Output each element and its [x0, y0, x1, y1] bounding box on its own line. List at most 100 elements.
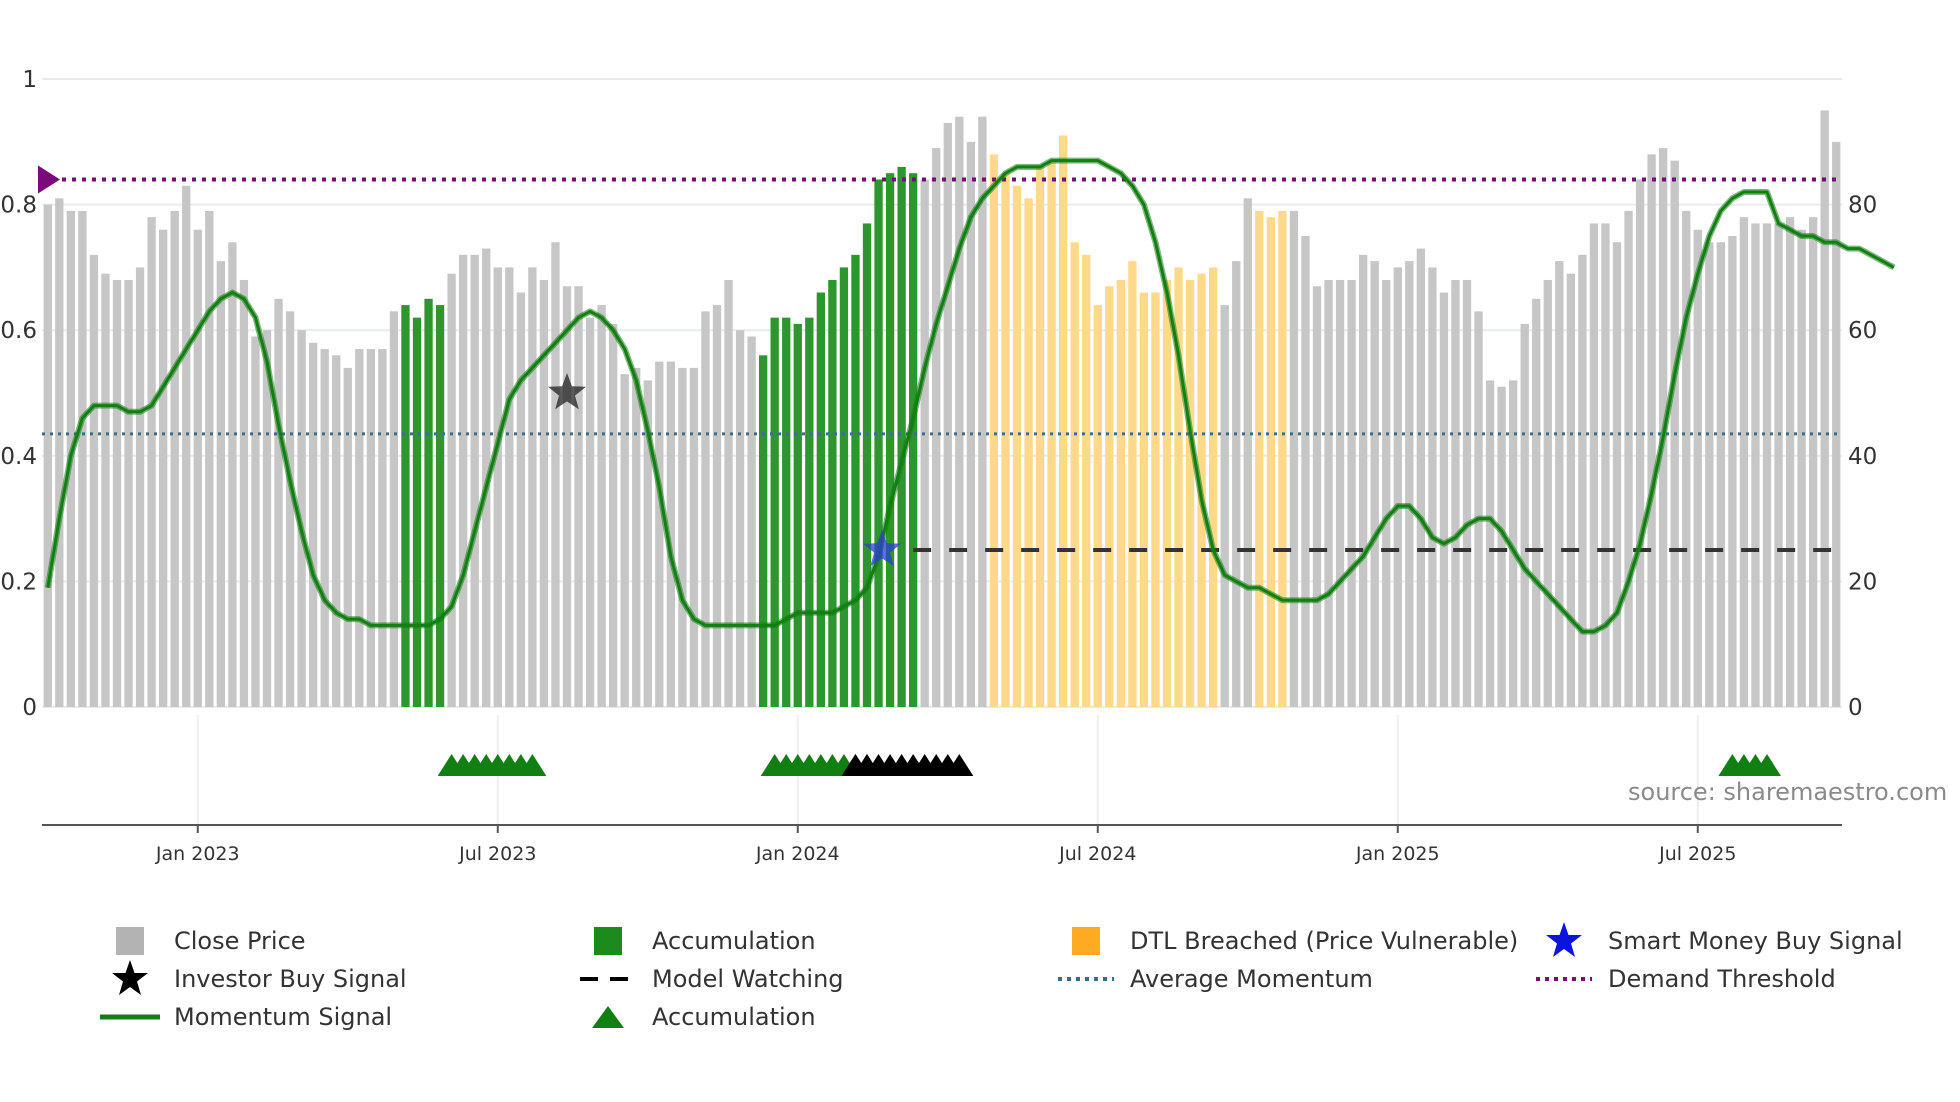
price-bar	[124, 279, 133, 707]
accumulation-markers	[437, 754, 1781, 776]
price-bar	[101, 273, 110, 707]
price-bar	[1474, 311, 1483, 707]
price-bar	[1462, 279, 1472, 707]
price-bar	[251, 336, 260, 707]
price-bar	[1278, 210, 1287, 707]
price-bar	[551, 242, 560, 707]
price-bar	[1762, 223, 1772, 707]
price-bar	[897, 166, 906, 708]
price-bar	[1070, 242, 1079, 707]
price-bar	[1359, 254, 1368, 707]
price-bar	[1566, 273, 1575, 707]
price-bar	[320, 349, 329, 707]
price-bar	[978, 116, 987, 708]
price-bar	[851, 254, 860, 707]
x-tick-label: Jan 2024	[755, 843, 840, 865]
price-bar	[1289, 210, 1299, 707]
price-bar	[1035, 166, 1045, 708]
price-bar	[1220, 305, 1229, 707]
price-bar	[89, 254, 99, 707]
left-tick-label: 0.8	[0, 193, 37, 219]
price-bar	[112, 279, 122, 707]
price-bar	[1555, 261, 1564, 707]
price-bar	[1001, 173, 1010, 707]
price-bar	[874, 179, 883, 708]
price-bar	[1405, 261, 1414, 707]
price-bar	[159, 229, 168, 707]
momentum-signal	[44, 157, 1896, 635]
price-bar	[632, 367, 641, 707]
price-bar	[1543, 279, 1552, 707]
price-bar	[459, 254, 468, 707]
price-bar	[909, 173, 918, 707]
price-bar	[505, 267, 514, 707]
price-bar	[678, 367, 687, 707]
price-bar	[516, 292, 525, 707]
price-bar	[689, 367, 699, 707]
price-bar	[609, 323, 618, 707]
price-bar	[759, 355, 768, 707]
price-bar	[1024, 198, 1033, 707]
price-bar	[1128, 261, 1137, 707]
price-bar	[712, 305, 722, 707]
left-tick-label: 0.6	[0, 318, 37, 344]
accumulation-triangle-black	[945, 754, 974, 776]
price-bar	[1716, 242, 1725, 707]
price-bar	[1485, 380, 1495, 707]
price-bar	[274, 298, 283, 707]
price-bar	[1255, 210, 1264, 707]
price-bar	[1682, 210, 1691, 707]
price-bar	[216, 261, 225, 707]
price-bar	[1509, 380, 1518, 707]
price-bar	[1393, 267, 1402, 707]
price-bar	[1601, 223, 1610, 707]
price-bar	[1105, 286, 1114, 707]
price-bar	[401, 305, 410, 707]
x-tick-label: Jan 2023	[155, 843, 240, 865]
price-bar	[1382, 279, 1391, 707]
price-bar	[1347, 279, 1356, 707]
price-bar	[1093, 305, 1102, 707]
price-bar	[1520, 323, 1529, 707]
price-bar	[1162, 279, 1172, 707]
price-bar	[1612, 242, 1622, 707]
price-bar	[1243, 198, 1252, 707]
price-bar	[1624, 210, 1633, 707]
x-tick-label: Jul 2025	[1658, 843, 1736, 865]
price-bar	[1589, 223, 1599, 707]
price-bar	[1451, 279, 1460, 707]
price-bar	[943, 122, 952, 707]
price-bar	[193, 229, 202, 707]
price-bar	[528, 267, 537, 707]
price-bar	[816, 292, 825, 707]
x-tick-label: Jul 2024	[1058, 843, 1136, 865]
price-bar	[1324, 279, 1333, 707]
reference-lines	[38, 165, 1842, 552]
price-bar	[1174, 267, 1183, 707]
price-bar	[1301, 236, 1310, 707]
price-bar	[1532, 298, 1541, 707]
price-bar	[1578, 254, 1587, 707]
price-bar	[839, 267, 849, 707]
price-bar	[1439, 292, 1449, 707]
price-bar	[1012, 185, 1022, 707]
price-bar	[747, 336, 756, 707]
price-bar	[770, 317, 779, 707]
price-bar	[135, 267, 145, 707]
price-bar	[1370, 261, 1379, 707]
price-bar	[262, 330, 272, 707]
price-bar	[1209, 267, 1218, 707]
accumulation-triangle	[1753, 754, 1781, 776]
axes: Jan 2023 Jul 2023 Jan 2024 Jul 2024 Jan 2025…	[0, 67, 1877, 865]
price-bar	[1809, 217, 1818, 707]
price-bar	[989, 154, 999, 708]
price-bar	[1705, 242, 1714, 707]
price-bar	[885, 173, 895, 707]
price-bar	[1820, 110, 1829, 707]
x-tick-label: Jan 2025	[1355, 843, 1440, 865]
price-bar	[1497, 386, 1506, 707]
price-bar	[1416, 248, 1425, 707]
price-bar	[43, 204, 52, 707]
price-bar	[782, 317, 791, 707]
